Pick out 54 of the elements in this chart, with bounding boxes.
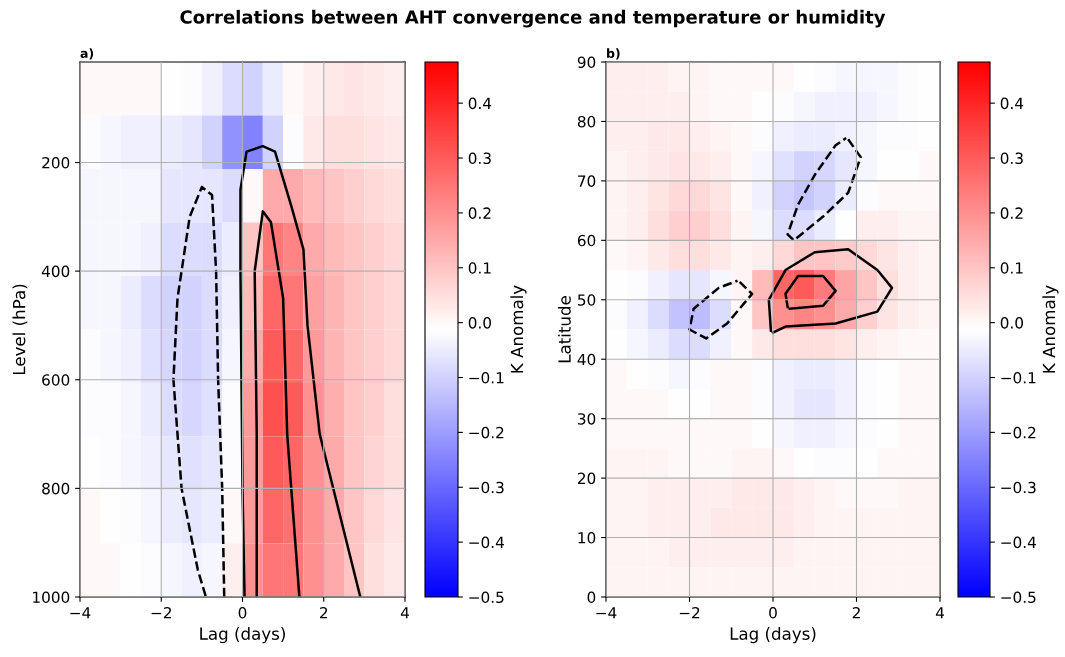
x-axis-title: Lag (days) [730,627,816,644]
color-bar-label: 0.4 [468,97,492,110]
y-tick-label: 90 [577,56,596,69]
color-bar-label: −0.5 [469,591,504,604]
color-bar-label: 0.4 [1000,97,1024,110]
color-bar-label: −0.4 [1001,536,1036,549]
color-bar-title: K Anomaly [510,285,527,373]
color-bar-label: 0.0 [468,317,491,329]
x-tick-label: 2 [852,606,860,619]
color-bar-label: −0.2 [469,426,504,439]
color-bar-label: −0.3 [469,481,504,494]
color-bar-label: 0.2 [468,207,491,219]
x-tick-label: 2 [320,606,328,619]
y-tick-label: 400 [41,265,70,278]
x-tick-label: −2 [151,606,171,619]
y-tick-label: 600 [42,374,70,386]
y-tick-label: 20 [577,472,596,485]
color-bar-label: −0.4 [469,536,504,549]
x-tick-label: 4 [400,607,409,619]
color-bar-label: 0.1 [468,262,491,274]
y-tick-label: 200 [42,156,70,169]
color-bar-label: 0.2 [1000,207,1023,219]
chart-title: b) [607,48,620,60]
x-axis-title: Lag (days) [200,627,285,644]
y-axis-title: Latitude [557,296,571,363]
y-tick-label: 60 [577,234,596,247]
text: Correlations between AHT convergence and temperature or humidity [180,9,886,28]
y-tick-label: 70 [578,175,596,187]
y-axis-title: Level (hPa) [12,284,28,375]
color-bar-label: 0.3 [1000,152,1023,165]
x-tick-label: 0 [769,606,777,619]
x-tick-label: 0 [238,606,247,619]
color-bar-label: −0.1 [469,371,504,384]
y-tick-label: 1000 [33,591,70,604]
y-tick-label: 30 [578,413,596,425]
chart-title: a) [80,48,94,60]
y-tick-label: 80 [577,115,596,128]
y-tick-label: 0 [587,591,596,604]
x-tick-label: −4 [70,607,91,619]
color-bar-label: 0.1 [1000,262,1023,274]
color-bar-title: K Anomaly [1042,285,1059,373]
y-tick-label: 50 [578,294,596,306]
x-tick-label: −2 [679,606,700,619]
y-tick-label: 10 [578,532,596,544]
color-bar-label: −0.5 [1001,591,1036,604]
color-bar-label: −0.2 [1001,426,1036,439]
y-tick-label: 40 [577,353,596,366]
color-bar-label: −0.3 [1001,481,1036,494]
color-bar-label: 0.0 [1000,317,1023,329]
x-tick-label: −4 [596,607,617,619]
x-tick-label: 4 [935,607,944,619]
color-bar-label: −0.1 [1001,371,1036,384]
y-tick-label: 800 [42,482,70,495]
color-bar-label: 0.3 [468,152,491,165]
